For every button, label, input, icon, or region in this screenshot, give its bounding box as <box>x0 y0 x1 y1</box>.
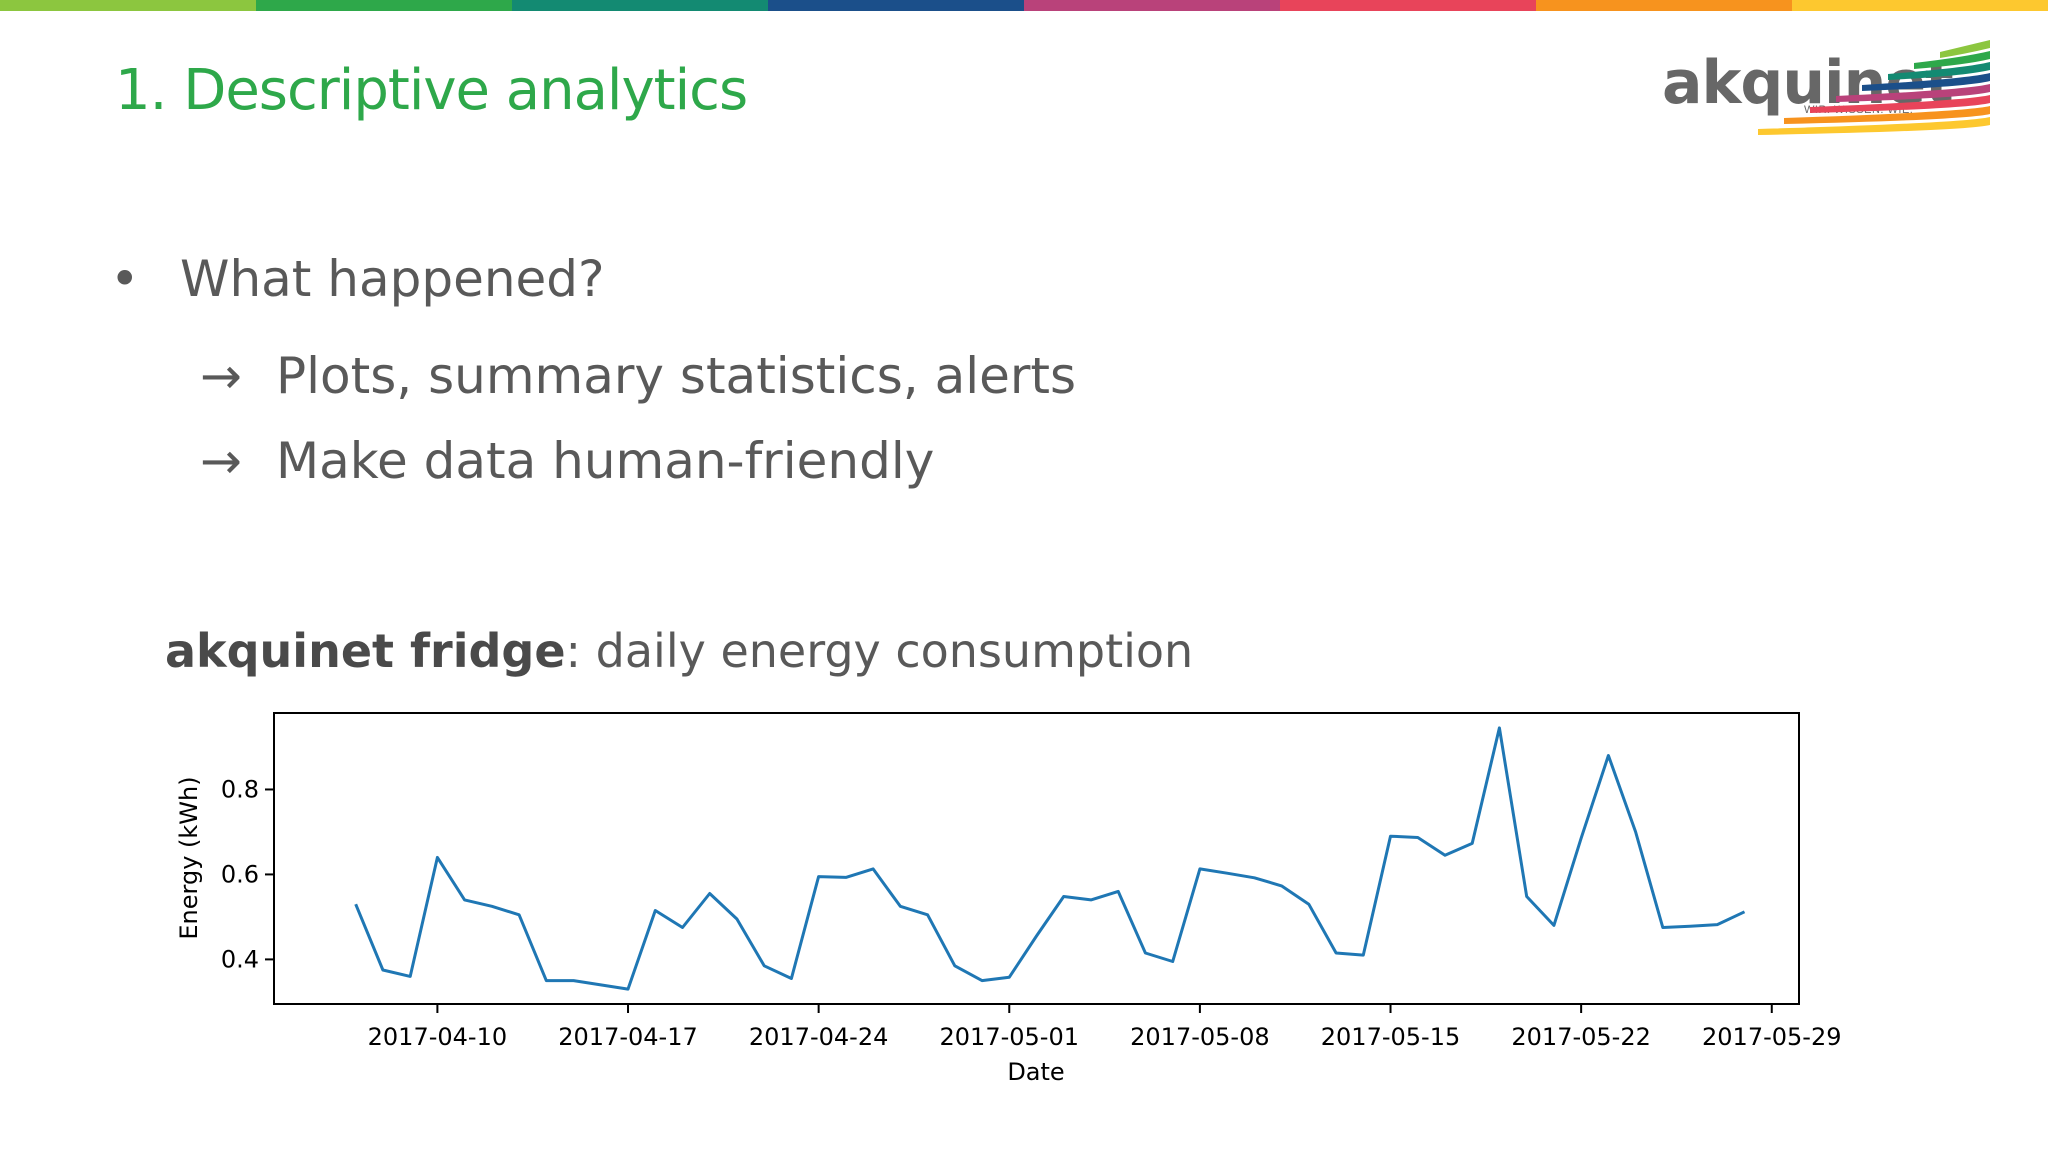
x-tick-label: 2017-05-29 <box>1702 1023 1841 1051</box>
chart-heading: akquinet fridge: daily energy consumptio… <box>165 624 1193 678</box>
x-tick-label: 2017-04-24 <box>749 1023 888 1051</box>
logo-swoosh-icon <box>1758 40 1990 135</box>
akquinet-logo: akquinet WIR. WISSEN. WIE. <box>1660 36 2000 146</box>
top-bar-segment <box>0 0 256 11</box>
top-color-bar <box>0 0 2048 11</box>
y-tick-label: 0.4 <box>221 945 259 973</box>
x-tick-label: 2017-04-17 <box>558 1023 697 1051</box>
x-tick-label: 2017-05-08 <box>1130 1023 1269 1051</box>
x-tick-label: 2017-04-10 <box>368 1023 507 1051</box>
x-axis-label: Date <box>1007 1058 1064 1086</box>
series-line <box>354 726 1746 991</box>
sub-item-text: Make data human-friendly <box>276 432 935 490</box>
logo-stripe <box>1784 106 1990 124</box>
y-axis-label: Energy (kWh) <box>175 776 203 939</box>
bullet-dot-icon: • <box>110 250 140 308</box>
logo-stripe <box>1914 51 1990 69</box>
logo-stripe <box>1758 117 1990 135</box>
y-tick-label: 0.8 <box>221 775 259 803</box>
sub-item-text: Plots, summary statistics, alerts <box>276 347 1077 405</box>
top-bar-segment <box>768 0 1024 11</box>
slide-title: 1. Descriptive analytics <box>115 58 748 123</box>
top-bar-segment <box>1536 0 1792 11</box>
x-tick-label: 2017-05-01 <box>940 1023 1079 1051</box>
x-tick-label: 2017-05-15 <box>1321 1023 1460 1051</box>
logo-stripe <box>1940 40 1990 58</box>
top-bar-segment <box>1024 0 1280 11</box>
logo-stripe <box>1836 84 1990 102</box>
plot-frame <box>273 712 1800 1005</box>
top-bar-segment <box>256 0 512 11</box>
chart-heading-rest: : daily energy consumption <box>565 624 1194 678</box>
top-bar-segment <box>512 0 768 11</box>
bullet-text: What happened? <box>180 250 605 308</box>
arrow-icon: → <box>200 347 242 405</box>
top-bar-segment <box>1280 0 1536 11</box>
chart-heading-bold: akquinet fridge <box>165 624 566 678</box>
top-bar-segment <box>1792 0 2048 11</box>
logo-stripe <box>1888 62 1990 80</box>
logo-stripe <box>1862 73 1990 91</box>
y-tick-label: 0.6 <box>221 860 259 888</box>
logo-stripe <box>1810 95 1990 113</box>
x-tick-label: 2017-05-22 <box>1511 1023 1650 1051</box>
arrow-icon: → <box>200 432 242 490</box>
